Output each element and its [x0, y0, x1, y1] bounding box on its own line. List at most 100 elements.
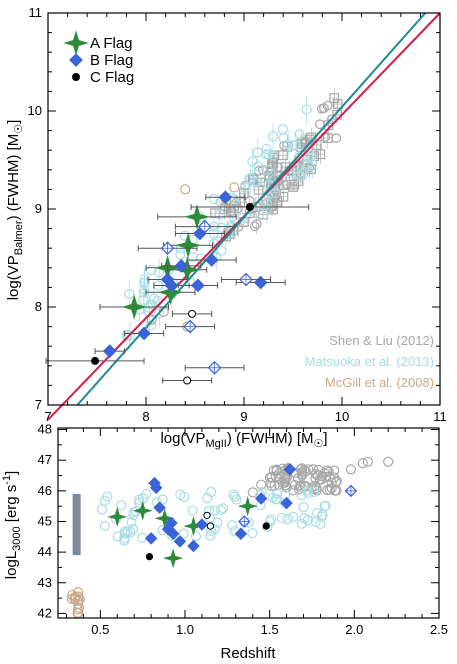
y-tick-label: 46: [38, 483, 52, 498]
shen-point: [383, 456, 394, 467]
x-tick-label: 9: [240, 409, 247, 424]
shen-point: [299, 136, 310, 147]
y-tick-label: 45: [38, 513, 52, 528]
point-c-flag: [183, 376, 192, 385]
matsuoka-point: [247, 528, 258, 539]
shen-point: [296, 466, 308, 478]
mcgill-point: [180, 184, 191, 195]
point-b-flag: [137, 326, 151, 341]
matsuoka-point: [276, 512, 287, 524]
shen-point: [322, 485, 333, 496]
point-a-flag: [132, 500, 153, 521]
shen-point: [319, 468, 330, 479]
bottom-panel-data-points: [107, 463, 358, 569]
y-tick-label: 10: [28, 103, 42, 118]
matsuoka-point: [141, 488, 152, 500]
bottom-panel-ticks: 0.5 1.0 1.5 2.0 2.5 42 43 44 45 46 47 48: [38, 422, 449, 637]
point-b-flag: [191, 278, 205, 293]
matsuoka-point: [298, 502, 309, 513]
y-tick-label: 47: [38, 452, 52, 467]
point-c-flag: [188, 309, 197, 318]
matsuoka-point: [272, 488, 283, 499]
point-c-flag: [145, 553, 154, 561]
x-tick-label: 0.5: [91, 622, 109, 637]
bottom-panel-background-points: [66, 456, 394, 619]
matsuoka-point: [262, 198, 273, 209]
top-x-axis-label: log(VPMgII) (FWHM) [M☉]: [160, 430, 327, 450]
point-b-flag: [218, 190, 233, 205]
point-b-flag: [187, 539, 200, 553]
shen-point: [362, 456, 373, 467]
matsuoka-point: [302, 152, 313, 163]
shen-point: [345, 464, 357, 475]
point-b-flag: [173, 535, 187, 548]
matsuoka-point: [270, 187, 281, 199]
matsuoka-point: [116, 500, 127, 511]
shen-point: [357, 458, 368, 469]
matsuoka-point: [294, 129, 305, 140]
point-a-flag: [163, 548, 184, 569]
point-a-flag: [184, 203, 210, 230]
shen-point: [256, 479, 267, 490]
matsuoka-point: [119, 533, 130, 544]
matsuoka-point: [178, 491, 190, 503]
shen-point: [264, 472, 276, 483]
matsuoka-point: [205, 530, 216, 541]
y-tick-label: 43: [38, 575, 52, 590]
shen-point: [329, 472, 340, 483]
legend-label-c: C Flag: [90, 69, 134, 86]
x-tick-label: 1.0: [176, 622, 194, 637]
shen-point: [330, 477, 342, 488]
point-b-flag: [195, 518, 209, 531]
point-b-flag: [149, 481, 163, 495]
matsuoka-point: [302, 159, 313, 170]
y-tick-label: 44: [38, 544, 52, 559]
point-b-flag: [174, 258, 189, 273]
mcgill-point: [73, 602, 85, 613]
matsuoka-point: [146, 265, 157, 276]
matsuoka-point: [212, 517, 223, 528]
shen-point: [313, 464, 324, 476]
matsuoka-point: [320, 500, 331, 511]
shen-point: [322, 100, 333, 111]
shen-point: [309, 480, 320, 492]
bottom-panel-frame: [57, 427, 440, 619]
point-a-flag: [237, 496, 258, 517]
matsuoka-point: [282, 514, 293, 525]
credit-shen: Shen & Liu (2012): [329, 333, 434, 348]
shen-point: [295, 480, 306, 491]
point-b-flag: [254, 492, 268, 505]
matsuoka-point: [230, 491, 241, 502]
matsuoka-point: [99, 495, 110, 506]
top-panel-background-points: [121, 88, 343, 350]
mcgill-point: [73, 591, 84, 602]
y-tick-label: 48: [38, 422, 52, 437]
matsuoka-point: [202, 493, 213, 504]
mcgill-point: [66, 593, 77, 604]
matsuoka-point: [120, 526, 131, 537]
x-tick-label: 2.5: [430, 622, 448, 637]
matsuoka-point: [317, 509, 328, 520]
matsuoka-point: [147, 299, 158, 310]
matsuoka-point: [252, 147, 263, 158]
shen-point: [282, 179, 293, 190]
bottom-y-axis-label: logL3000 [erg s-1]: [1, 471, 23, 579]
matsuoka-point: [299, 513, 310, 524]
x-tick-label: 11: [433, 409, 447, 424]
point-b-flag: [165, 516, 178, 530]
matsuoka-point: [239, 182, 251, 193]
point-a-flag: [157, 279, 184, 306]
matsuoka-point: [121, 329, 133, 340]
point-b-flag: [283, 463, 297, 476]
matsuoka-point: [139, 277, 150, 288]
matsuoka-point: [227, 520, 238, 531]
point-b-flag: [166, 527, 180, 540]
shen-point: [288, 485, 299, 496]
matsuoka-point: [294, 170, 305, 181]
shen-point: [316, 471, 327, 482]
matsuoka-point: [137, 532, 148, 543]
matsuoka-point: [296, 490, 307, 501]
matsuoka-point: [214, 209, 225, 220]
matsuoka-point: [215, 504, 227, 516]
